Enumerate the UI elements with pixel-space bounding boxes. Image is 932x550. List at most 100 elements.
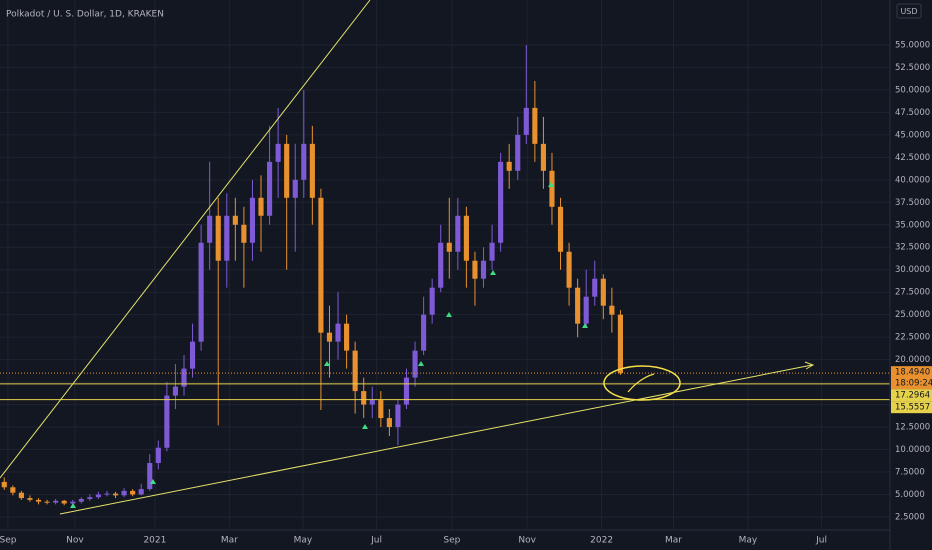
candle-body (78, 498, 84, 502)
candle-body (112, 493, 119, 496)
candle-body (10, 487, 16, 493)
chart-title: Polkadot / U. S. Dollar, 1D, KRAKEN (6, 10, 164, 20)
candle-body (309, 143, 315, 198)
candle-body (549, 170, 555, 207)
x-tick-label: Sep (0, 536, 17, 546)
y-tick-label: 42.5000 (895, 153, 930, 163)
candle-body (104, 493, 110, 495)
highlight-ellipse (603, 365, 681, 401)
x-tick-label: Nov (66, 536, 84, 546)
y-tick-label: 20.0000 (895, 355, 930, 365)
price-tag (891, 366, 932, 390)
y-tick-label: 37.5000 (895, 198, 930, 208)
candle-body (352, 350, 358, 392)
candle-body (292, 179, 298, 198)
x-tick-label: Mar (665, 536, 682, 546)
x-tick-label: Mar (221, 536, 238, 546)
candle-body (557, 206, 564, 252)
marker (324, 361, 330, 366)
x-tick-label: Jul (370, 536, 382, 546)
x-tick-label: 2021 (143, 536, 166, 546)
x-tick-label: Nov (518, 536, 536, 546)
candle-body (540, 143, 546, 171)
last-price-label: 18.4940 (895, 368, 930, 378)
candle-body (267, 161, 273, 216)
x-tick-label: Jul (815, 536, 827, 546)
y-tick-label: 25.0000 (895, 310, 930, 320)
candle-body (1, 481, 7, 488)
marker (150, 479, 156, 484)
candle-body (215, 215, 221, 261)
price-tag (891, 401, 932, 414)
candle-body (455, 215, 461, 252)
candle-body (232, 215, 238, 225)
y-tick-label: 32.5000 (895, 243, 930, 253)
candle-body (421, 314, 427, 351)
signal-markers (70, 182, 588, 508)
marker (418, 361, 424, 366)
y-tick-label: 27.5000 (895, 288, 930, 298)
y-tick-label: 45.0000 (895, 130, 930, 140)
y-tick-label: 30.0000 (895, 265, 930, 275)
trendline (0, 0, 371, 479)
drawings (0, 0, 815, 515)
candle-body (344, 323, 350, 351)
price-tag (891, 389, 932, 402)
marker (582, 323, 588, 328)
candle-body (318, 197, 324, 333)
candle-body (472, 260, 478, 279)
x-tick-label: May (294, 536, 313, 546)
candle-body (224, 215, 230, 261)
candle-body (498, 161, 504, 243)
price-axis (890, 0, 932, 550)
candle-body (609, 305, 615, 315)
currency: USD (900, 7, 917, 16)
candle-body (566, 251, 572, 288)
plot-area (0, 44, 890, 506)
y-tick-label: 52.5000 (895, 63, 930, 73)
candle-body (446, 242, 452, 252)
y-tick-label: 5.0000 (895, 490, 925, 500)
candle-body (532, 107, 538, 144)
y-tick-label: 10.0000 (895, 445, 930, 455)
y-tick-label: 2.5000 (895, 512, 925, 522)
candle-body (249, 197, 256, 243)
candle-body (412, 350, 418, 378)
trendline (59, 364, 813, 515)
candle-body (326, 332, 333, 342)
candle-body (386, 418, 392, 428)
candle-body (95, 494, 101, 498)
candle-body (198, 242, 204, 342)
candle-body (335, 323, 341, 342)
candle-body (241, 224, 247, 243)
candle-body (463, 215, 469, 261)
x-tick-label: Sep (443, 536, 460, 546)
candle-body (438, 242, 444, 288)
candle-body (592, 278, 598, 297)
arrow-head (804, 361, 815, 370)
y-tick-label: 12.5000 (895, 423, 930, 433)
candle-body (523, 107, 529, 135)
candle-body (515, 134, 521, 171)
y-tick-label: 35.0000 (895, 220, 930, 230)
marker (70, 503, 76, 508)
candle-body (207, 215, 213, 243)
candle-body (506, 161, 512, 171)
y-tick-label: 40.0000 (895, 175, 930, 185)
y-tick-label: 55.0000 (895, 40, 930, 50)
candle-body (617, 314, 623, 374)
candle-body (429, 287, 435, 315)
marker (490, 270, 496, 275)
marker (362, 424, 368, 429)
candle-body (44, 501, 50, 503)
candle-body (301, 143, 307, 180)
candle-body (575, 287, 581, 324)
candle-body (403, 377, 410, 405)
marker (548, 182, 554, 187)
y-tick-label: 47.5000 (895, 108, 930, 118)
candle-body (258, 197, 264, 216)
y-tick-label: 22.5000 (895, 333, 930, 343)
candle-body (361, 391, 367, 405)
candle-body (489, 242, 495, 261)
